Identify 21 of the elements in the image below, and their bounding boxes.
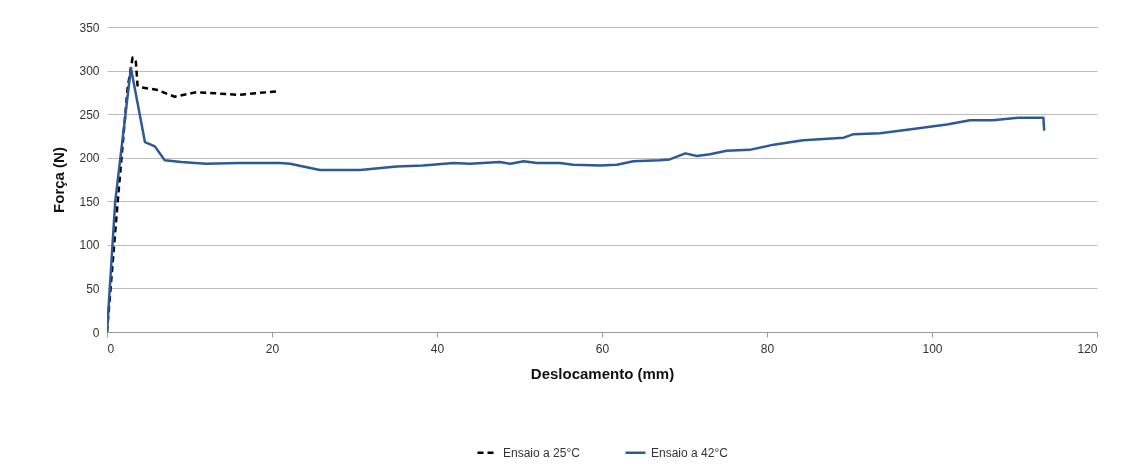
y-tick-label: 200 (79, 151, 100, 166)
x-tick-label: 0 (107, 341, 115, 356)
line-series (107, 66, 1046, 332)
x-axis-title: Deslocamento (mm) (530, 364, 675, 382)
y-tick-label: 300 (79, 64, 100, 79)
legend-label: Ensaio a 25°C (503, 445, 581, 460)
x-tick-label: 60 (595, 341, 610, 356)
x-tick-label: 120 (1077, 341, 1098, 356)
y-tick-label: 50 (86, 281, 100, 296)
x-tick-label: 80 (760, 341, 775, 356)
y-axis-title: Força (N) (50, 147, 68, 213)
x-tick-label: 20 (265, 341, 280, 356)
y-tick-label: 350 (79, 20, 100, 35)
line-series (107, 56, 279, 332)
x-tick-label: 40 (430, 341, 445, 356)
y-tick-label: 150 (79, 194, 100, 209)
legend-label: Ensaio a 42°C (651, 445, 729, 460)
y-tick-label: 250 (79, 107, 100, 122)
y-tick-label: 0 (92, 325, 100, 340)
y-tick-label: 100 (79, 238, 100, 253)
x-tick-label: 100 (922, 341, 943, 356)
